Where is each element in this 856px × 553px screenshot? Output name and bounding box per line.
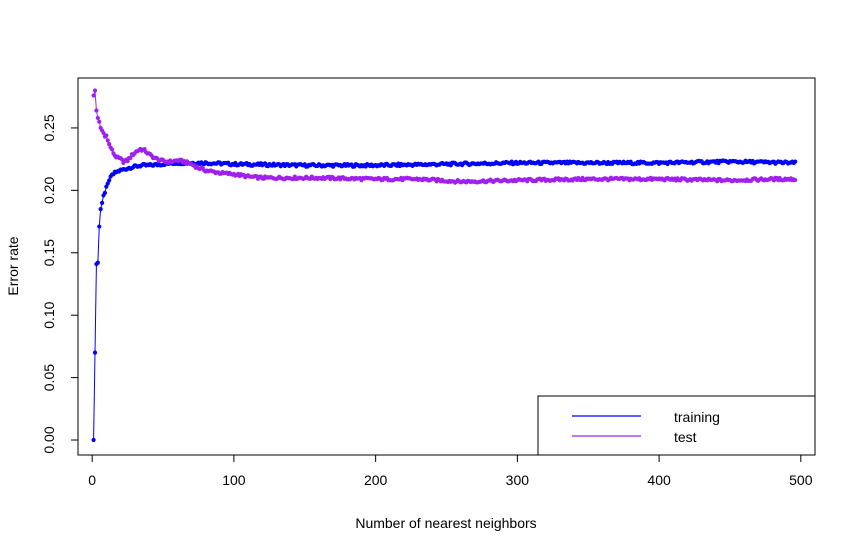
x-tick-label: 400 — [647, 472, 671, 488]
series-test — [91, 88, 798, 185]
data-point-training — [793, 159, 798, 164]
data-point-training — [104, 184, 109, 189]
data-point-test — [101, 130, 106, 136]
y-axis: 0.00 0.05 0.10 0.15 0.20 0.25 — [41, 114, 79, 454]
y-tick-label: 0.15 — [41, 239, 57, 266]
x-tick-label: 200 — [364, 472, 388, 488]
x-axis-label: Number of nearest neighbors — [355, 515, 536, 531]
data-point-test — [94, 108, 99, 113]
y-tick-label: 0.20 — [41, 177, 57, 204]
data-point-test — [128, 155, 133, 161]
y-tick-label: 0.10 — [41, 301, 57, 328]
y-tick-label: 0.25 — [41, 114, 57, 141]
data-point-training — [102, 190, 108, 195]
y-tick-label: 0.05 — [41, 364, 57, 391]
data-point-training — [105, 181, 110, 186]
data-point-test — [92, 88, 98, 93]
x-tick-label: 300 — [506, 472, 530, 488]
legend-box — [537, 395, 816, 456]
data-point-training — [97, 224, 102, 229]
data-point-test — [142, 147, 147, 152]
legend-label-training: training — [674, 409, 720, 425]
y-tick-label: 0.00 — [41, 426, 57, 453]
legend: training test — [537, 395, 816, 456]
data-point-test — [91, 93, 96, 98]
data-point-test — [125, 159, 130, 164]
data-point-training — [98, 206, 103, 212]
data-point-test — [105, 138, 110, 143]
data-point-training — [92, 350, 98, 355]
x-tick-label: 100 — [222, 472, 246, 488]
x-axis: 0 100 200 300 400 500 — [88, 454, 813, 488]
legend-label-test: test — [674, 429, 697, 445]
x-tick-label: 0 — [88, 472, 96, 488]
data-point-training — [99, 200, 105, 205]
data-point-training — [107, 178, 112, 183]
data-point-test — [95, 115, 100, 121]
data-point-training — [95, 260, 100, 265]
data-point-test — [109, 147, 115, 152]
data-point-test — [97, 119, 102, 124]
data-point-test — [104, 133, 109, 138]
series-layer — [91, 88, 798, 443]
data-point-test — [793, 177, 798, 183]
data-point-test — [107, 142, 112, 147]
data-point-training — [91, 437, 96, 443]
x-tick-label: 500 — [789, 472, 813, 488]
y-axis-label: Error rate — [5, 236, 21, 295]
